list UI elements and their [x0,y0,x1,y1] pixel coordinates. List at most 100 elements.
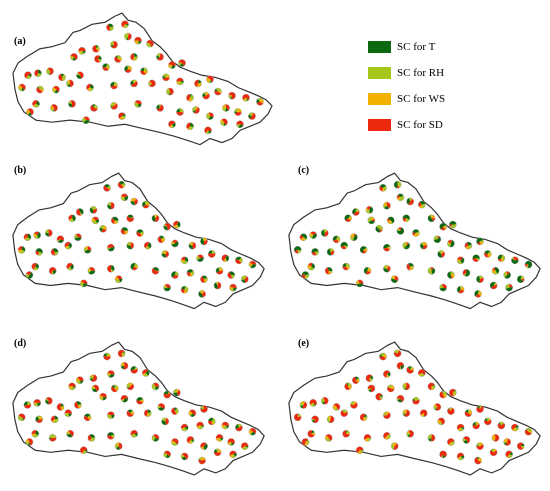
station-pie [166,87,174,96]
station-pie [107,201,115,210]
station-pie [234,108,242,116]
station-pie [171,438,179,446]
station-pie [412,229,420,237]
station-pie [107,432,115,440]
station-pie [365,206,374,214]
station-pie [363,434,372,442]
panel-d-map [12,341,265,476]
station-pie [186,436,195,444]
station-pie [355,279,364,288]
station-pie [64,409,72,417]
station-pie [396,361,405,370]
station-pie [151,382,160,391]
station-pie [83,245,92,254]
legend-swatch-ws [368,93,391,105]
station-pie [134,36,142,45]
station-pie [74,233,82,241]
station-pie [311,415,319,424]
station-pie [474,290,482,298]
station-pie [489,281,498,290]
station-pie [350,233,358,241]
station-pie [248,112,256,120]
station-pie [176,108,184,116]
station-pie [120,227,129,235]
station-pie [48,434,57,442]
station-pie [215,266,224,275]
station-pie [130,53,138,61]
station-pie [476,275,484,284]
station-pie [449,220,457,229]
station-pie [393,180,402,189]
station-pie [17,245,26,254]
station-pie [33,231,41,239]
station-pie [383,370,391,378]
station-pie [126,382,135,391]
station-pie [299,401,308,409]
station-pie [462,269,471,277]
station-pie [66,429,74,438]
station-pie [326,248,335,256]
station-pie [207,250,216,258]
panel-e-map [288,341,541,476]
station-pie [221,421,230,430]
station-pie [439,450,447,459]
station-pie [45,396,53,405]
station-pie [117,349,126,358]
station-pie [311,248,319,256]
station-pie [332,235,341,244]
station-pie [168,120,176,129]
station-pie [50,415,59,424]
station-pie [156,53,164,61]
station-pie [24,71,32,80]
station-pie [188,409,197,417]
station-pie [220,118,228,126]
station-pie [134,100,142,108]
station-pie [45,229,53,237]
region-outline [288,172,541,310]
station-pie [215,434,224,442]
station-pie [143,409,152,417]
station-pie [383,432,391,440]
station-pie [386,384,395,393]
station-pie [352,376,360,385]
station-pie [143,241,152,250]
station-pie [87,266,96,275]
station-pie [163,390,171,399]
station-pie [141,200,150,209]
station-pie [18,83,26,92]
station-pie [90,104,98,112]
station-pie [79,279,88,288]
station-pie [192,106,200,114]
panel-label-b: (b) [14,165,27,176]
station-pie [406,429,414,438]
station-pie [326,415,335,424]
station-pie [386,216,395,225]
station-pie [202,91,210,100]
station-pie [99,224,107,233]
station-pie [200,275,208,284]
station-pie [456,452,465,461]
station-pie [363,266,372,275]
station-pie [437,250,446,258]
station-pie [91,384,100,393]
station-pie [240,275,249,284]
station-pie [68,382,76,391]
panel-label-e: (e) [298,338,310,349]
station-pie [320,396,329,405]
station-pie [156,104,164,112]
station-pie [350,401,358,409]
station-pie [204,126,212,135]
station-pie [393,349,402,358]
station-pie [483,417,492,426]
region-outline [12,12,273,146]
station-pie [447,407,455,415]
station-pie [151,266,160,275]
station-pie [56,403,65,411]
station-pie [433,235,442,244]
station-pie [427,382,436,391]
station-pie [33,399,41,407]
station-pie [396,193,405,202]
station-pie [383,243,391,252]
station-pie [236,120,244,129]
